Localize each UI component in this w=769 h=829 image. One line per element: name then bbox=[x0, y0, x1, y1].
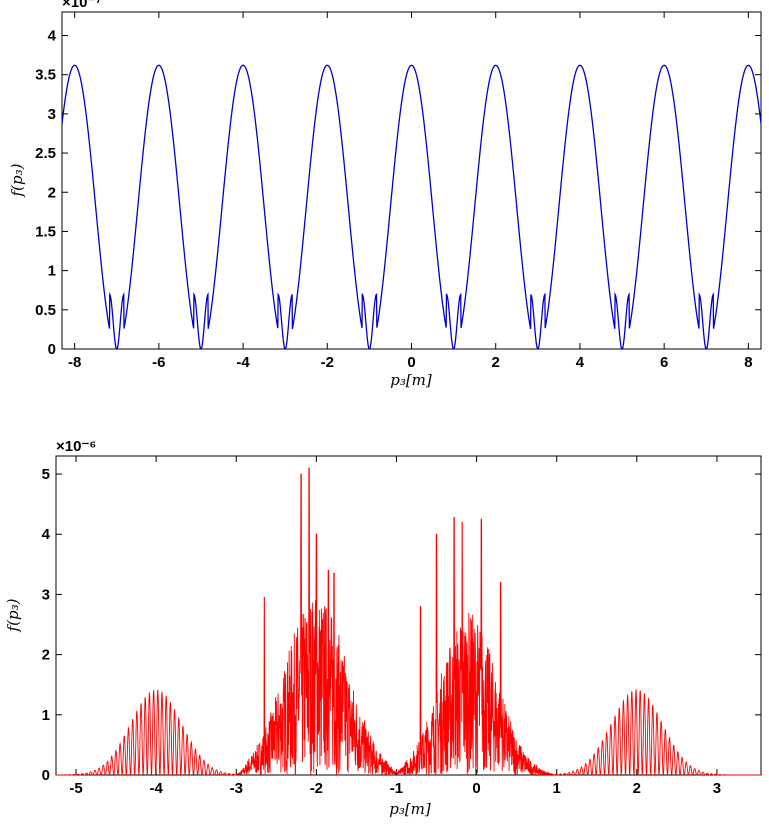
series-line-bottom bbox=[56, 467, 761, 777]
chart-top: ×10⁻⁷ -8 -6 -4 -2 0 2 4 6 8 0 0.5 1 1.5 2 2.5 3 3.5 4 p₃[… bbox=[8, 0, 762, 389]
x-tick-label: -5 bbox=[69, 780, 82, 797]
chart-bottom: ×10⁻⁶ -5 -4 -3 -2 -1 0 1 2 3 0 1 2 3 4 5 p₃[m] f(p₃) bbox=[4, 438, 762, 818]
x-tick-label: -2 bbox=[310, 780, 323, 797]
x-tick-label: 2 bbox=[492, 354, 500, 371]
ylabel-top: f(p₃) bbox=[8, 163, 26, 197]
y-tick-label: 0.5 bbox=[35, 302, 56, 319]
series-line-top bbox=[61, 64, 762, 350]
y-tick-label: 2 bbox=[48, 184, 56, 201]
xlabel-top: p₃[m] bbox=[390, 371, 432, 389]
y-tick-label: 4 bbox=[42, 526, 51, 543]
x-tick-label: -1 bbox=[390, 780, 403, 797]
ylabel-bottom: f(p₃) bbox=[4, 598, 22, 632]
xlabel-bottom: p₃[m] bbox=[389, 800, 431, 818]
y-tick-label: 3.5 bbox=[35, 67, 56, 84]
y-tick-label: 5 bbox=[42, 466, 50, 483]
x-tick-label: -3 bbox=[230, 780, 243, 797]
x-tick-label: 8 bbox=[744, 354, 752, 371]
y-tick-label: 2 bbox=[42, 647, 50, 664]
multiplier-bottom: ×10⁻⁶ bbox=[56, 438, 96, 455]
y-tick-label: 3 bbox=[48, 106, 56, 123]
x-tick-label: -4 bbox=[149, 780, 163, 797]
y-tick-label: 1 bbox=[48, 263, 56, 280]
plot-frame-bottom bbox=[55, 455, 762, 776]
y-tick-label: 0 bbox=[48, 341, 56, 358]
x-tick-label: -4 bbox=[236, 354, 250, 371]
x-tick-label: 2 bbox=[633, 780, 641, 797]
ticks-top: -8 -6 -4 -2 0 2 4 6 8 0 0.5 1 1.5 2 2.5 3 3.5 4 bbox=[35, 12, 761, 371]
x-tick-label: 3 bbox=[713, 780, 721, 797]
y-tick-label: 2.5 bbox=[35, 145, 56, 162]
plot-frame-top bbox=[61, 11, 762, 350]
y-tick-label: 1 bbox=[42, 707, 50, 724]
x-tick-label: -8 bbox=[68, 354, 81, 371]
y-tick-label: 0 bbox=[42, 767, 50, 784]
x-tick-label: 0 bbox=[407, 354, 415, 371]
y-tick-label: 3 bbox=[42, 586, 50, 603]
x-tick-label: 1 bbox=[553, 780, 561, 797]
multiplier-top: ×10⁻⁷ bbox=[62, 0, 102, 11]
y-tick-label: 1.5 bbox=[35, 223, 56, 240]
x-tick-label: -6 bbox=[152, 354, 165, 371]
ticks-bottom: -5 -4 -3 -2 -1 0 1 2 3 0 1 2 3 4 5 bbox=[42, 456, 761, 797]
x-tick-label: -2 bbox=[321, 354, 334, 371]
x-tick-label: 0 bbox=[472, 780, 480, 797]
x-tick-label: 4 bbox=[576, 354, 585, 371]
x-tick-label: 6 bbox=[660, 354, 668, 371]
y-tick-label: 4 bbox=[48, 28, 57, 45]
